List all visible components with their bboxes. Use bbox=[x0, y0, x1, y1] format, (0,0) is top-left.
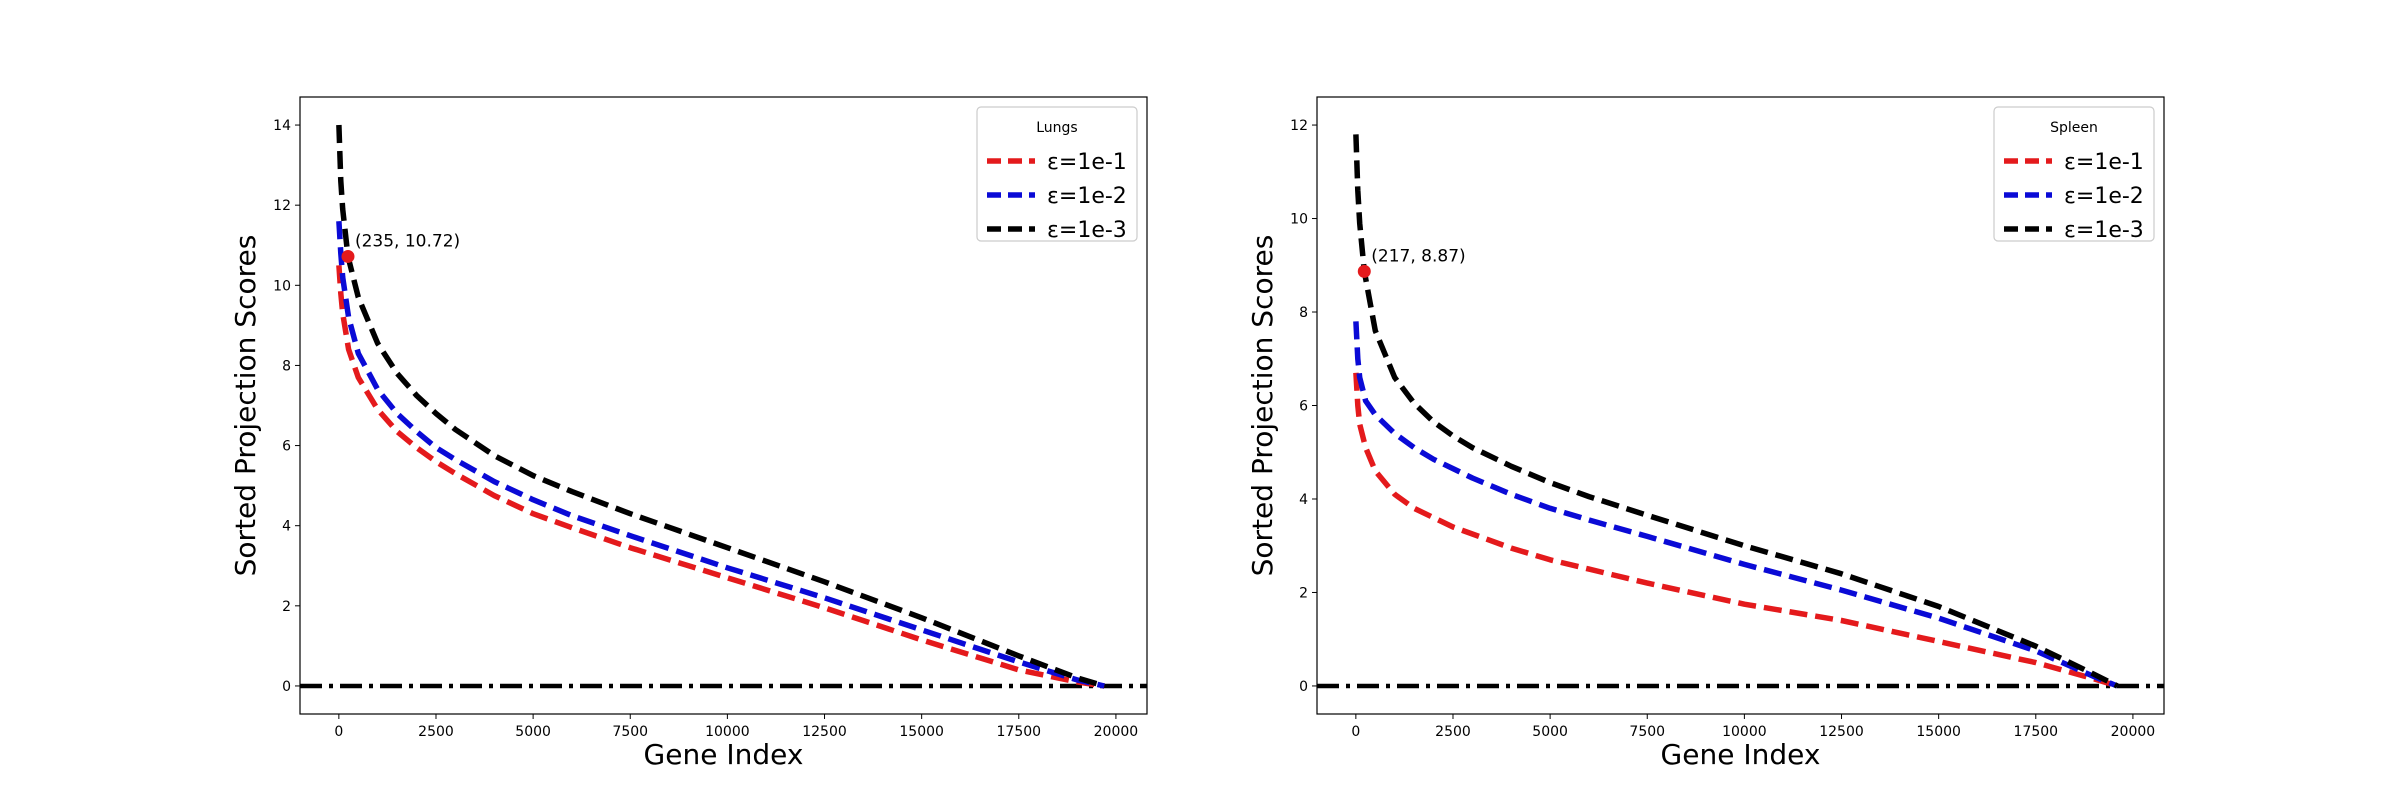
x-tick-label: 10000 bbox=[705, 724, 750, 740]
highlight-annotation: (235, 10.72) bbox=[355, 231, 460, 251]
x-tick-label: 17500 bbox=[997, 724, 1042, 740]
y-axis-label: Sorted Projection Scores bbox=[229, 235, 262, 577]
legend: Lungs ε=1e-1 ε=1e-2 ε=1e-3 bbox=[976, 106, 1138, 243]
y-tick-label: 2 bbox=[282, 599, 291, 615]
series-line-1 bbox=[1353, 321, 2119, 689]
y-tick-label: 0 bbox=[1299, 679, 1308, 695]
y-tick-label: 2 bbox=[1299, 585, 1308, 601]
x-tick-label: 7500 bbox=[612, 724, 648, 740]
y-tick-label: 4 bbox=[1299, 492, 1308, 508]
highlight-point bbox=[1357, 264, 1371, 278]
y-tick-label: 4 bbox=[282, 519, 291, 535]
y-tick-label: 12 bbox=[1290, 118, 1308, 134]
legend-label-1: ε=1e-2 bbox=[1047, 184, 1127, 209]
x-tick-label: 2500 bbox=[1435, 724, 1471, 740]
x-tick-label: 20000 bbox=[1094, 724, 1139, 740]
x-tick-label: 7500 bbox=[1629, 724, 1665, 740]
x-tick-label: 12500 bbox=[802, 724, 847, 740]
x-tick-label: 5000 bbox=[515, 724, 551, 740]
highlight-point bbox=[341, 249, 355, 263]
plot-area bbox=[300, 124, 1147, 689]
legend-label-2: ε=1e-3 bbox=[2064, 218, 2144, 243]
series-line-2 bbox=[336, 124, 1106, 689]
y-tick-label: 10 bbox=[273, 278, 291, 294]
x-tick-label: 5000 bbox=[1532, 724, 1568, 740]
x-axis-label: Gene Index bbox=[644, 738, 804, 771]
y-tick-label: 10 bbox=[1290, 212, 1308, 228]
legend-title: Lungs bbox=[1036, 120, 1077, 136]
y-axis-label: Sorted Projection Scores bbox=[1246, 235, 1279, 577]
x-axis-label: Gene Index bbox=[1661, 738, 1821, 771]
x-tick-label: 20000 bbox=[2111, 724, 2156, 740]
x-tick-label: 15000 bbox=[1916, 724, 1961, 740]
legend: Spleen ε=1e-1 ε=1e-2 ε=1e-3 bbox=[1993, 106, 2155, 243]
y-tick-label: 6 bbox=[282, 439, 291, 455]
legend-label-0: ε=1e-1 bbox=[1047, 150, 1127, 175]
series-line-0 bbox=[1353, 372, 2119, 689]
x-tick-label: 0 bbox=[1351, 724, 1360, 740]
chart-panel-spleen: (217, 8.87) 0 2500 5000 7500 10000 12500 15000 1… bbox=[1246, 96, 2165, 771]
x-tick-label: 0 bbox=[334, 724, 343, 740]
plot-frame bbox=[299, 96, 1148, 715]
chart-panel-lungs: (235, 10.72) 0 2500 5000 7500 10000 12500 15000… bbox=[229, 96, 1148, 771]
legend-label-0: ε=1e-1 bbox=[2064, 150, 2144, 175]
y-tick-label: 0 bbox=[282, 679, 291, 695]
legend-box bbox=[1993, 106, 2155, 242]
y-tick-label: 12 bbox=[273, 198, 291, 214]
x-tick-label: 10000 bbox=[1722, 724, 1767, 740]
legend-title: Spleen bbox=[2050, 120, 2098, 136]
y-tick-label: 8 bbox=[1299, 305, 1308, 321]
x-tick-label: 12500 bbox=[1819, 724, 1864, 740]
series-line-2 bbox=[1353, 134, 2119, 689]
x-tick-label: 15000 bbox=[899, 724, 944, 740]
y-tick-label: 6 bbox=[1299, 399, 1308, 415]
legend-label-2: ε=1e-3 bbox=[1047, 218, 1127, 243]
series-line-0 bbox=[336, 265, 1105, 689]
y-tick-label: 14 bbox=[273, 118, 291, 134]
x-tick-label: 2500 bbox=[418, 724, 454, 740]
legend-box bbox=[976, 106, 1138, 242]
series-line-1 bbox=[336, 221, 1105, 689]
x-tick-label: 17500 bbox=[2014, 724, 2059, 740]
legend-label-1: ε=1e-2 bbox=[2064, 184, 2144, 209]
y-tick-label: 8 bbox=[282, 358, 291, 374]
plot-area bbox=[1317, 134, 2164, 689]
highlight-annotation: (217, 8.87) bbox=[1371, 246, 1465, 266]
